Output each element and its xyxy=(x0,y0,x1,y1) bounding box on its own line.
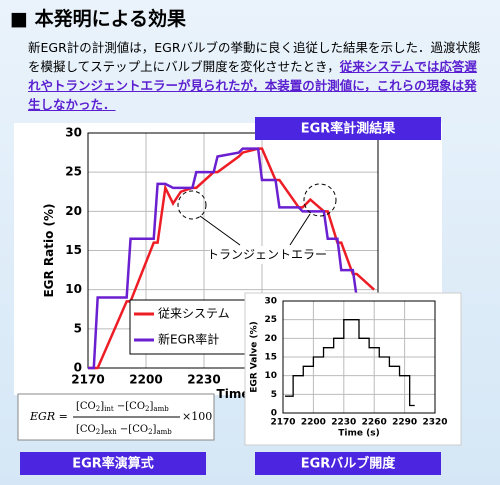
y-tick-label: 25 xyxy=(264,315,277,325)
series-line xyxy=(88,147,375,370)
y-axis-label: EGR Ratio (%) xyxy=(42,203,56,297)
formula-term: amb xyxy=(153,405,169,413)
y-tick-label: 0 xyxy=(271,409,277,419)
y-tick-label: 5 xyxy=(74,321,82,335)
x-tick-label: 2320 xyxy=(422,418,447,428)
x-tick-label: 2200 xyxy=(301,418,326,428)
legend-label: 新EGR率計 xyxy=(158,332,219,347)
intro-text: 新EGR計の計測値は，EGRバルブの挙動に良く追従した結果を示した．過渡状態を模… xyxy=(28,40,481,74)
formula-term: ] xyxy=(100,424,104,435)
annotation-bg xyxy=(210,246,325,264)
highlight-circle xyxy=(177,190,207,220)
chart: 0 5 10 15 20 25 30 2170 2200 2230 2260 2290 2320 Time… xyxy=(250,297,448,439)
plot-frame xyxy=(282,300,436,414)
y-tick-label: 30 xyxy=(264,297,277,307)
legend xyxy=(129,299,247,355)
y-tick-label: 0 xyxy=(74,361,82,375)
formula-term: ] xyxy=(149,401,153,412)
formula-denominator: [CO2]exh −[CO2]amb xyxy=(76,424,172,437)
x-tick-label: 2170 xyxy=(270,418,295,428)
series-line xyxy=(88,147,375,370)
series-line xyxy=(285,319,415,407)
y-tick-label: 15 xyxy=(65,243,82,257)
formula-term: [CO xyxy=(76,424,96,435)
label-box xyxy=(255,117,441,140)
formula-term: 2 xyxy=(96,428,100,436)
y-tick-label: 20 xyxy=(65,204,82,218)
formula-factor: ×100 xyxy=(182,410,212,423)
formula-lhs: EGR = xyxy=(29,410,68,423)
label: EGRバルブ開度 xyxy=(301,456,397,472)
label-box xyxy=(20,452,206,475)
formula-term: ] xyxy=(100,401,104,412)
y-axis-label: EGR Valve (%) xyxy=(250,321,260,393)
y-tick-label: 10 xyxy=(264,371,277,381)
heading: ■ 本発明による効果 xyxy=(10,8,186,30)
formula-term: [CO xyxy=(76,401,96,412)
intro-highlight: 従来システムでは応答遅れやトランジェントエラーが見られたが，本装置の計測値に，こ… xyxy=(28,59,477,112)
highlight-circle xyxy=(303,183,337,217)
numerator: [CO2]int −[CO2]amb xyxy=(76,401,169,414)
label: EGR率演算式 xyxy=(72,456,154,472)
formula-term: ] xyxy=(153,424,157,435)
y-tick-label: 15 xyxy=(264,353,277,363)
label-box xyxy=(255,452,441,475)
x-tick-label: 2230 xyxy=(331,418,356,428)
intro: 新EGR計の計測値は，EGRバルブの挙動に良く追従した結果を示した．過渡状態を模… xyxy=(28,38,488,114)
y-tick-label: 20 xyxy=(264,334,277,344)
chart-panel xyxy=(244,292,462,446)
legend-label: 従来システム xyxy=(158,307,230,321)
formula-term: exh xyxy=(104,428,117,436)
label: EGR率計測結果 xyxy=(301,121,396,137)
y-tick-label: 30 xyxy=(65,126,82,140)
x-tick-label: 2290 xyxy=(392,418,417,428)
x-axis-label: Time xyxy=(217,387,250,401)
formula-numerator: [CO2]int −[CO2]amb xyxy=(76,401,169,414)
y-tick-label: 5 xyxy=(271,390,277,400)
y-tick-label: 25 xyxy=(65,165,82,179)
y-tick-label: 10 xyxy=(65,282,82,296)
formula-term: amb xyxy=(156,428,172,436)
pointer xyxy=(289,213,311,246)
formula-term: −[CO xyxy=(114,401,145,412)
formula-term: 2 xyxy=(96,405,100,413)
pointer xyxy=(199,215,241,246)
annotation: トランジェントエラー xyxy=(207,248,327,262)
formula-term: −[CO xyxy=(117,424,148,435)
x-tick-label: 2170 xyxy=(71,373,104,387)
x-tick-label: 2200 xyxy=(129,373,162,387)
x-tick-label: 2260 xyxy=(362,418,387,428)
plot-frame xyxy=(87,132,379,369)
denominator: [CO2]exh −[CO2]amb xyxy=(76,424,172,437)
formula-term: int xyxy=(104,405,114,413)
formula-term: 2 xyxy=(148,428,152,436)
formula-term: 2 xyxy=(145,405,149,413)
x-axis-label: Time (s) xyxy=(338,428,379,438)
x-tick-label: 2230 xyxy=(187,373,220,387)
